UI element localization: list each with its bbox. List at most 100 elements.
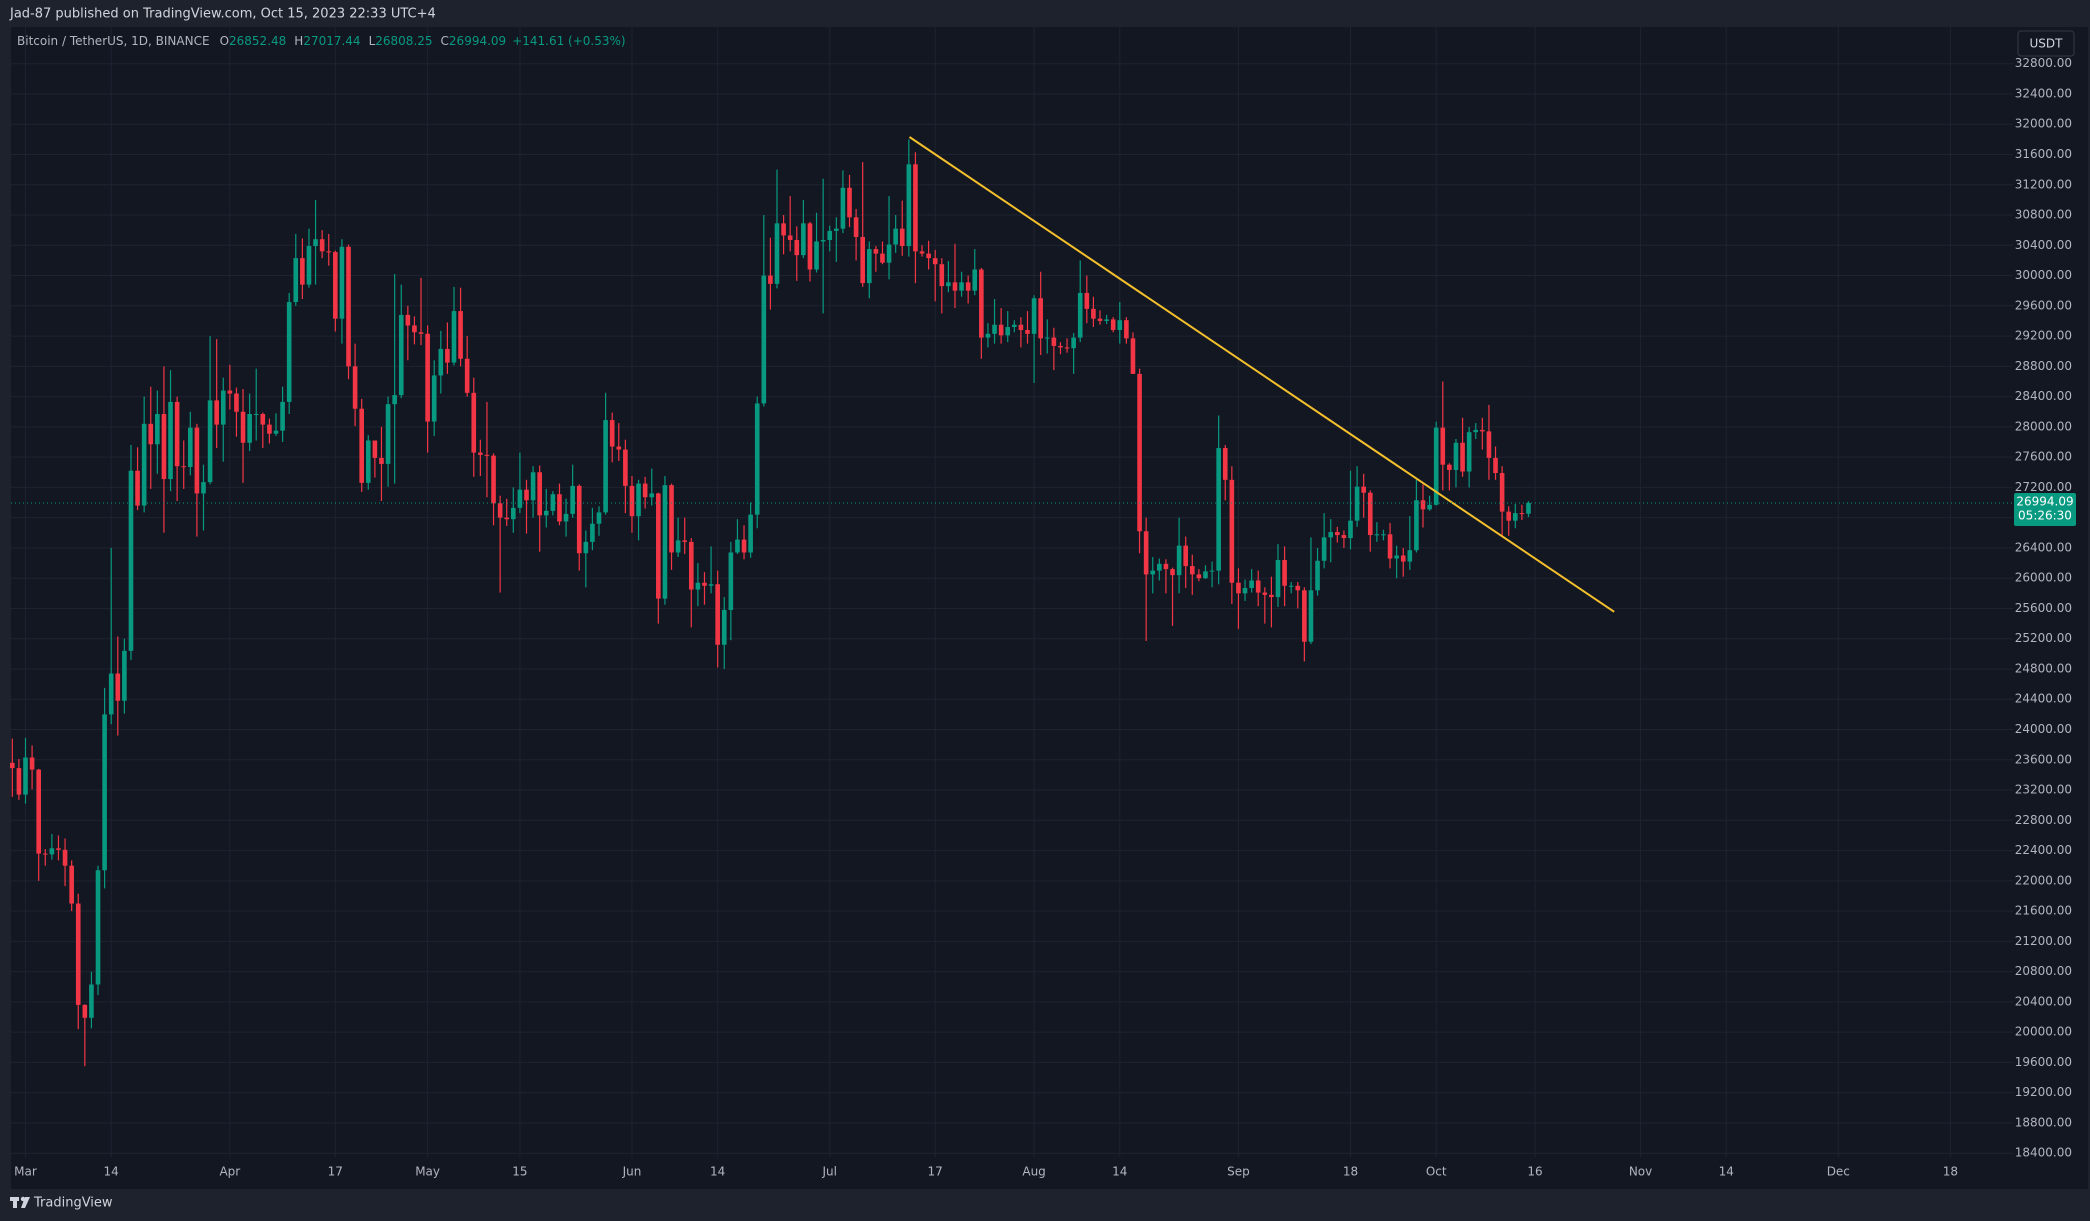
candle-body — [379, 457, 384, 464]
candle-body — [36, 769, 41, 854]
candle-body — [471, 392, 477, 453]
candle-body — [1453, 442, 1459, 470]
candle-body — [346, 246, 351, 367]
ohlc-label: L — [369, 34, 376, 48]
candle-body — [1447, 464, 1452, 470]
candle-body — [735, 539, 740, 553]
candle-body — [1071, 337, 1076, 349]
change: +141.61 (+0.53%) — [512, 34, 625, 48]
candle-body — [998, 324, 1004, 336]
candle-body — [1236, 582, 1241, 594]
candle-body — [636, 483, 641, 517]
y-tick-label: 25200.00 — [2015, 631, 2072, 645]
candle-body — [1176, 545, 1182, 576]
candle-body — [464, 358, 470, 393]
candle-body — [530, 472, 536, 501]
candle-body — [319, 239, 325, 252]
y-tick-label: 24000.00 — [2015, 722, 2072, 736]
candle-body — [207, 400, 213, 483]
candle-body — [260, 414, 266, 425]
candle-body — [1308, 590, 1314, 642]
candle-body — [1209, 570, 1215, 572]
candle-body — [524, 489, 529, 501]
candle-body — [23, 757, 28, 795]
candle-body — [10, 762, 15, 769]
candle-body — [603, 420, 608, 513]
candle-body — [899, 228, 905, 247]
candle-body — [1519, 513, 1525, 515]
candle-body — [174, 401, 180, 467]
candle-body — [75, 903, 81, 1005]
candle-body — [1012, 324, 1017, 327]
candle-body — [240, 411, 246, 443]
candle-body — [1374, 534, 1380, 536]
candle-body — [827, 230, 833, 240]
candle-body — [669, 485, 674, 553]
candle-body — [807, 223, 813, 270]
candle-body — [115, 673, 121, 701]
x-tick-label: Nov — [1629, 1165, 1652, 1179]
ohlc-value: 26808.25 — [375, 34, 432, 48]
x-tick-label: 15 — [512, 1165, 527, 1179]
brand: TradingView — [33, 1196, 113, 1211]
candle-body — [1196, 574, 1202, 579]
candle-body — [365, 440, 371, 483]
candle-body — [932, 258, 938, 265]
candle-body — [1110, 319, 1116, 331]
currency-box[interactable] — [2017, 30, 2075, 57]
candle-body — [1433, 427, 1439, 505]
candle-body — [761, 275, 767, 404]
candle-body — [168, 401, 173, 480]
candle-body — [820, 239, 826, 242]
y-tick-label: 25600.00 — [2015, 601, 2072, 615]
y-tick-label: 23600.00 — [2015, 752, 2072, 766]
candle-body — [280, 401, 285, 431]
candle-body — [1222, 448, 1228, 480]
candle-body — [1262, 592, 1268, 595]
legend-line: Bitcoin / TetherUS, 1D, BINANCE O26852.48… — [17, 34, 626, 48]
candle-body — [69, 865, 74, 904]
candle-body — [1242, 588, 1248, 594]
candle-body — [451, 311, 457, 363]
candle-body — [95, 870, 101, 985]
candle-body — [267, 424, 272, 434]
x-tick-label: 17 — [328, 1165, 343, 1179]
candle-body — [385, 404, 391, 464]
candle-body — [1091, 308, 1096, 319]
candle-body — [300, 258, 305, 285]
candle-body — [1414, 500, 1419, 551]
candle-body — [1183, 545, 1189, 567]
candle-body — [1025, 330, 1030, 334]
candle-body — [629, 485, 635, 517]
candle-body — [715, 584, 720, 645]
candle-body — [1282, 560, 1287, 586]
candle-body — [1354, 486, 1360, 521]
y-tick-label: 30000.00 — [2015, 268, 2072, 282]
candle-body — [220, 390, 226, 425]
candle-body — [721, 609, 727, 645]
candle-body — [16, 768, 22, 795]
y-tick-label: 22000.00 — [2015, 873, 2072, 887]
candle-body — [42, 853, 48, 855]
candle-body — [537, 472, 542, 516]
candle-body — [1381, 534, 1386, 536]
candle-body — [1288, 585, 1294, 587]
candle-body — [392, 395, 397, 405]
candle-body — [1229, 479, 1235, 583]
candle-body — [412, 325, 417, 333]
candle-body — [1051, 337, 1057, 346]
candle-body — [543, 510, 549, 516]
x-tick-label: May — [415, 1165, 440, 1179]
ohlc-label: O — [220, 34, 229, 48]
candle-body — [445, 348, 450, 363]
candle-body — [497, 503, 503, 518]
candle-body — [1394, 555, 1399, 559]
candle-body — [1315, 560, 1320, 591]
candle-body — [642, 483, 648, 498]
currency[interactable]: USDT — [2030, 37, 2064, 51]
x-tick-label: 14 — [104, 1165, 119, 1179]
y-tick-label: 21200.00 — [2015, 934, 2072, 948]
candle-body — [1466, 432, 1472, 472]
candle-body — [1480, 429, 1485, 432]
candle-body — [372, 440, 378, 458]
